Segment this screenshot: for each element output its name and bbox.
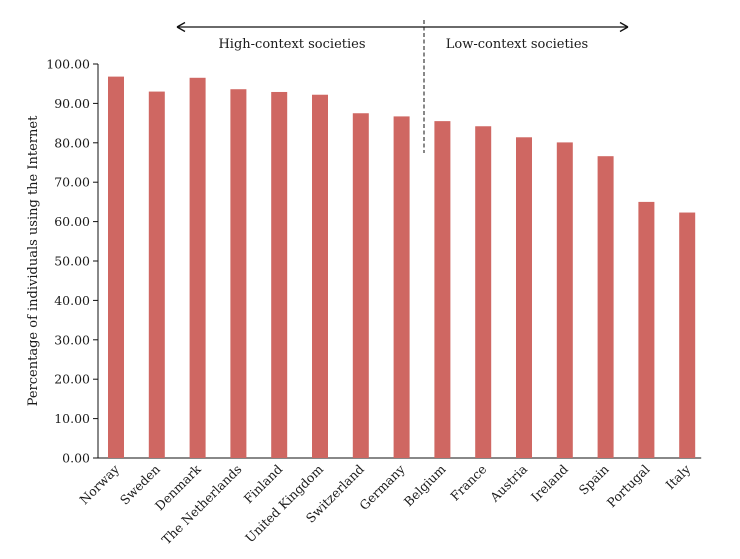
y-tick-label: 70.00 [54, 175, 90, 190]
y-tick-label: 0.00 [62, 451, 90, 466]
context-annotation: High-context societies Low-context socie… [176, 20, 629, 153]
bar [475, 126, 492, 458]
bar [434, 121, 451, 458]
bar [312, 94, 328, 459]
bar [148, 91, 165, 458]
x-tick-label: Italy [663, 461, 694, 492]
bars-group [108, 76, 696, 459]
bar [108, 76, 124, 458]
y-tick-label: 30.00 [54, 332, 90, 347]
x-tick-label: Ireland [528, 462, 571, 505]
x-tick-label: Austria [486, 461, 530, 505]
x-tick-label: Portugal [604, 462, 653, 511]
bar [393, 116, 410, 458]
x-tick-label: Belgium [401, 461, 449, 509]
x-tick-label: The Netherlands [159, 462, 245, 548]
y-tick-label: 100.00 [46, 57, 90, 72]
y-tick-label: 80.00 [54, 135, 90, 150]
y-tick-label: 90.00 [54, 96, 90, 111]
x-tick-label: France [447, 462, 489, 504]
arrow-head-right-icon [619, 21, 629, 33]
bar [556, 142, 573, 458]
bar [271, 91, 288, 458]
low-context-label: Low-context societies [446, 37, 588, 52]
y-tick-label: 20.00 [54, 372, 90, 387]
x-tick-label: Spain [576, 462, 612, 498]
high-context-label: High-context societies [218, 37, 365, 52]
bar [638, 201, 655, 458]
bar [597, 156, 614, 459]
bar [679, 212, 696, 458]
y-tick-label: 60.00 [54, 214, 90, 229]
bar [352, 113, 369, 458]
y-axis-label: Percentage of individuals using the Inte… [26, 115, 41, 406]
bar [189, 77, 206, 458]
x-tick-label: Norway [76, 461, 122, 507]
bar [230, 89, 247, 458]
y-tick-label: 40.00 [54, 293, 90, 308]
bar [516, 137, 532, 458]
x-tick-label: Germany [356, 461, 408, 513]
arrow-head-left-icon [176, 21, 186, 33]
y-tick-label: 50.00 [54, 254, 90, 269]
y-tick-label: 10.00 [54, 411, 90, 426]
